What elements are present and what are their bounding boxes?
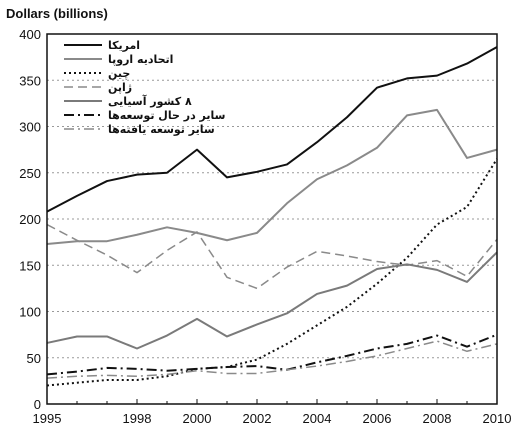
legend-label-4: ۸ کشور آسیایی: [108, 94, 192, 108]
x-tick-label: 2010: [483, 411, 512, 426]
series-line-2: [46, 158, 498, 387]
y-tick-label: 150: [19, 258, 41, 273]
y-tick-label: 400: [19, 27, 41, 42]
series-lines: [46, 46, 498, 387]
axes: [46, 33, 498, 405]
legend-label-2: چین: [108, 67, 130, 80]
y-tick-label: 250: [19, 166, 41, 181]
y-tick-label: 50: [27, 351, 41, 366]
y-tick-label: 100: [19, 305, 41, 320]
y-tick-labels: 0 50 100 150 200 250 300 350 400: [19, 27, 41, 412]
series-line-5: [46, 333, 498, 376]
legend-label-6: سایر توسعه یافته‌ها: [108, 123, 215, 136]
series-line-6: [46, 340, 498, 379]
y-tick-label: 300: [19, 120, 41, 135]
legend-label-0: امریکا: [108, 39, 140, 52]
x-tick-label: 2000: [183, 411, 212, 426]
legend-label-1: اتحادیه اروپا: [108, 53, 173, 66]
series-line-4: [46, 251, 498, 350]
legend-label-5: سایر در حال توسعه‌ها: [108, 109, 225, 122]
y-tick-label: 200: [19, 212, 41, 227]
x-tick-label: 2004: [303, 411, 332, 426]
x-tick-label: 1995: [33, 411, 62, 426]
series-line-1: [46, 108, 498, 245]
plot-frame: [46, 33, 498, 405]
series-line-0: [46, 46, 498, 213]
x-tick-label: 1998: [123, 411, 152, 426]
y-tick-label: 0: [34, 397, 41, 412]
x-tick-label: 2006: [363, 411, 392, 426]
x-tick-labels: 1995 1998 2000 2002 2004 2006 2008 2010: [33, 411, 512, 426]
gridlines: [47, 33, 497, 359]
y-tick-label: 350: [19, 73, 41, 88]
legend-label-3: ژاپن: [108, 81, 132, 94]
x-tick-label: 2008: [423, 411, 452, 426]
x-tick-label: 2002: [243, 411, 272, 426]
y-axis-title: Dollars (billions): [6, 6, 108, 21]
series-line-3: [46, 223, 498, 290]
